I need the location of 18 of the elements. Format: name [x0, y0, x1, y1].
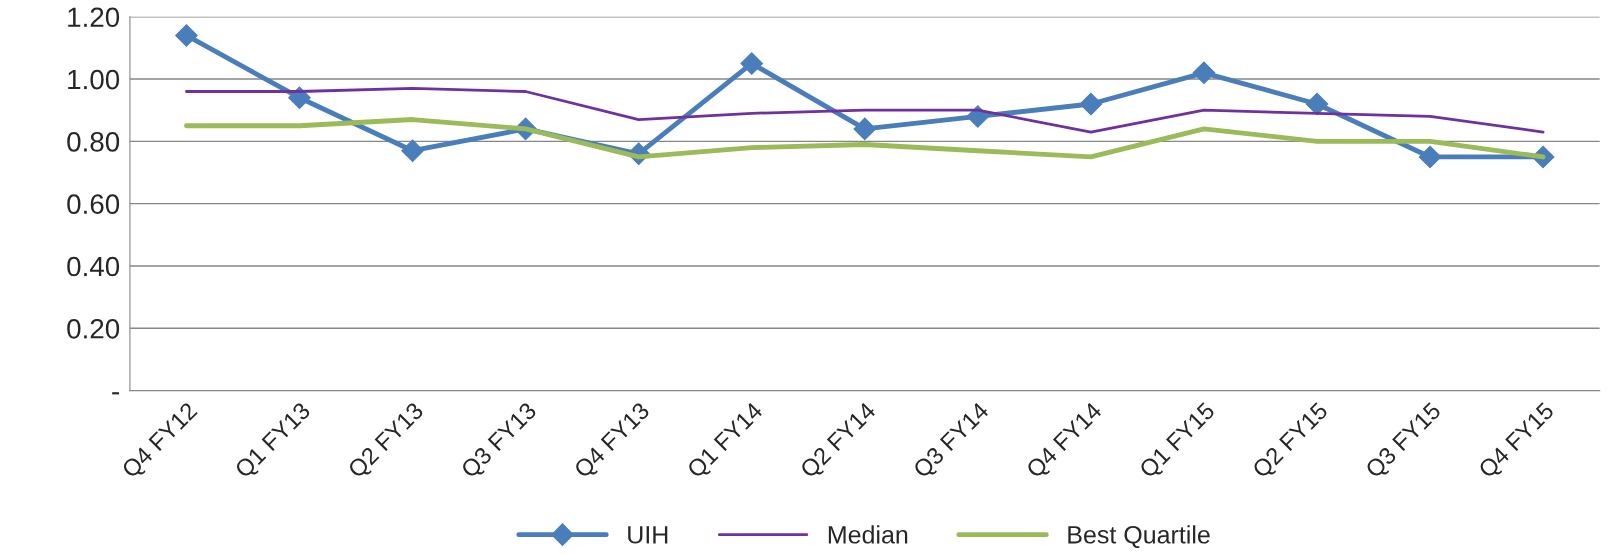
y-tick-label: -	[112, 392, 119, 395]
y-tick-label: 1.20	[68, 7, 120, 28]
point	[175, 24, 198, 47]
legend-label: UIH	[628, 526, 668, 544]
y-tick-label: 0.20	[67, 318, 120, 339]
point	[401, 139, 424, 163]
point	[853, 117, 877, 141]
y-tick-label: 0.40	[67, 256, 120, 277]
legend-label: Median	[828, 525, 908, 544]
point	[1192, 61, 1216, 85]
line-series	[185, 87, 1545, 134]
y-tick-label: 0.80	[67, 132, 120, 152]
y-tick-label: 1.00	[68, 69, 120, 90]
point	[740, 52, 764, 75]
legend-label: Best Quartile	[1068, 525, 1210, 549]
point	[1418, 145, 1442, 169]
point	[1079, 92, 1103, 116]
y-tick-label: 0.60	[67, 194, 120, 215]
